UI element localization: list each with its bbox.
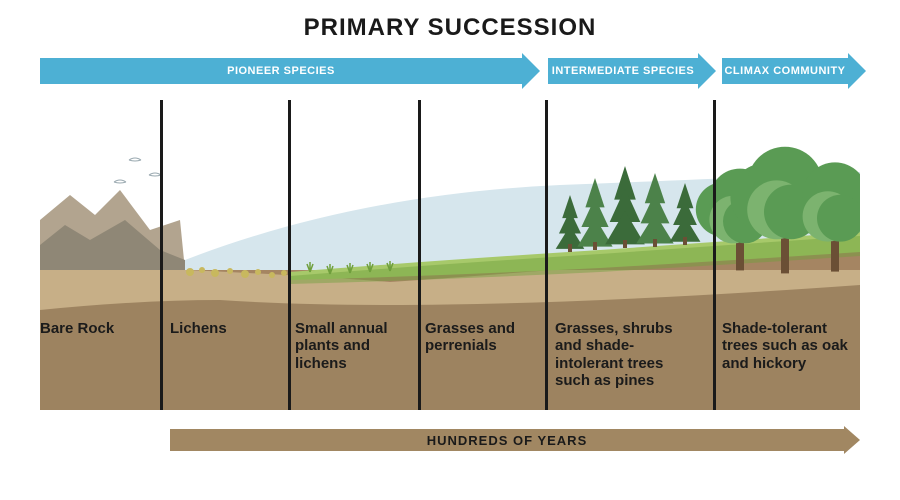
stage-label-5: Shade-tolerant trees such as oak and hic… [722,320,862,372]
arrow-head-icon [844,426,860,454]
phase-arrow-label: INTERMEDIATE SPECIES [548,58,698,84]
phase-arrow-label: PIONEER SPECIES [40,58,522,84]
stage-labels: Bare Rock Lichens Small annual plants and … [40,320,860,420]
arrow-head-icon [522,53,540,89]
arrow-head-icon [698,53,716,89]
phase-arrow-label: CLIMAX COMMUNITY [722,58,848,84]
page-title: PRIMARY SUCCESSION [0,0,900,42]
stage-label-1: Lichens [170,320,280,337]
phase-arrow-0: PIONEER SPECIES [40,58,540,84]
phase-arrow-2: CLIMAX COMMUNITY [722,58,866,84]
timeline-label: HUNDREDS OF YEARS [170,429,844,451]
phase-arrows: PIONEER SPECIES INTERMEDIATE SPECIES CLIMA… [40,58,860,90]
timeline-arrow: HUNDREDS OF YEARS [170,426,860,454]
arrow-head-icon [848,53,866,89]
stage-label-0: Bare Rock [40,320,150,337]
stage-label-4: Grasses, shrubs and shade-intolerant tre… [555,320,705,389]
stage-label-2: Small annual plants and lichens [295,320,415,372]
stage-label-3: Grasses and perrenials [425,320,540,355]
phase-arrow-1: INTERMEDIATE SPECIES [548,58,716,84]
